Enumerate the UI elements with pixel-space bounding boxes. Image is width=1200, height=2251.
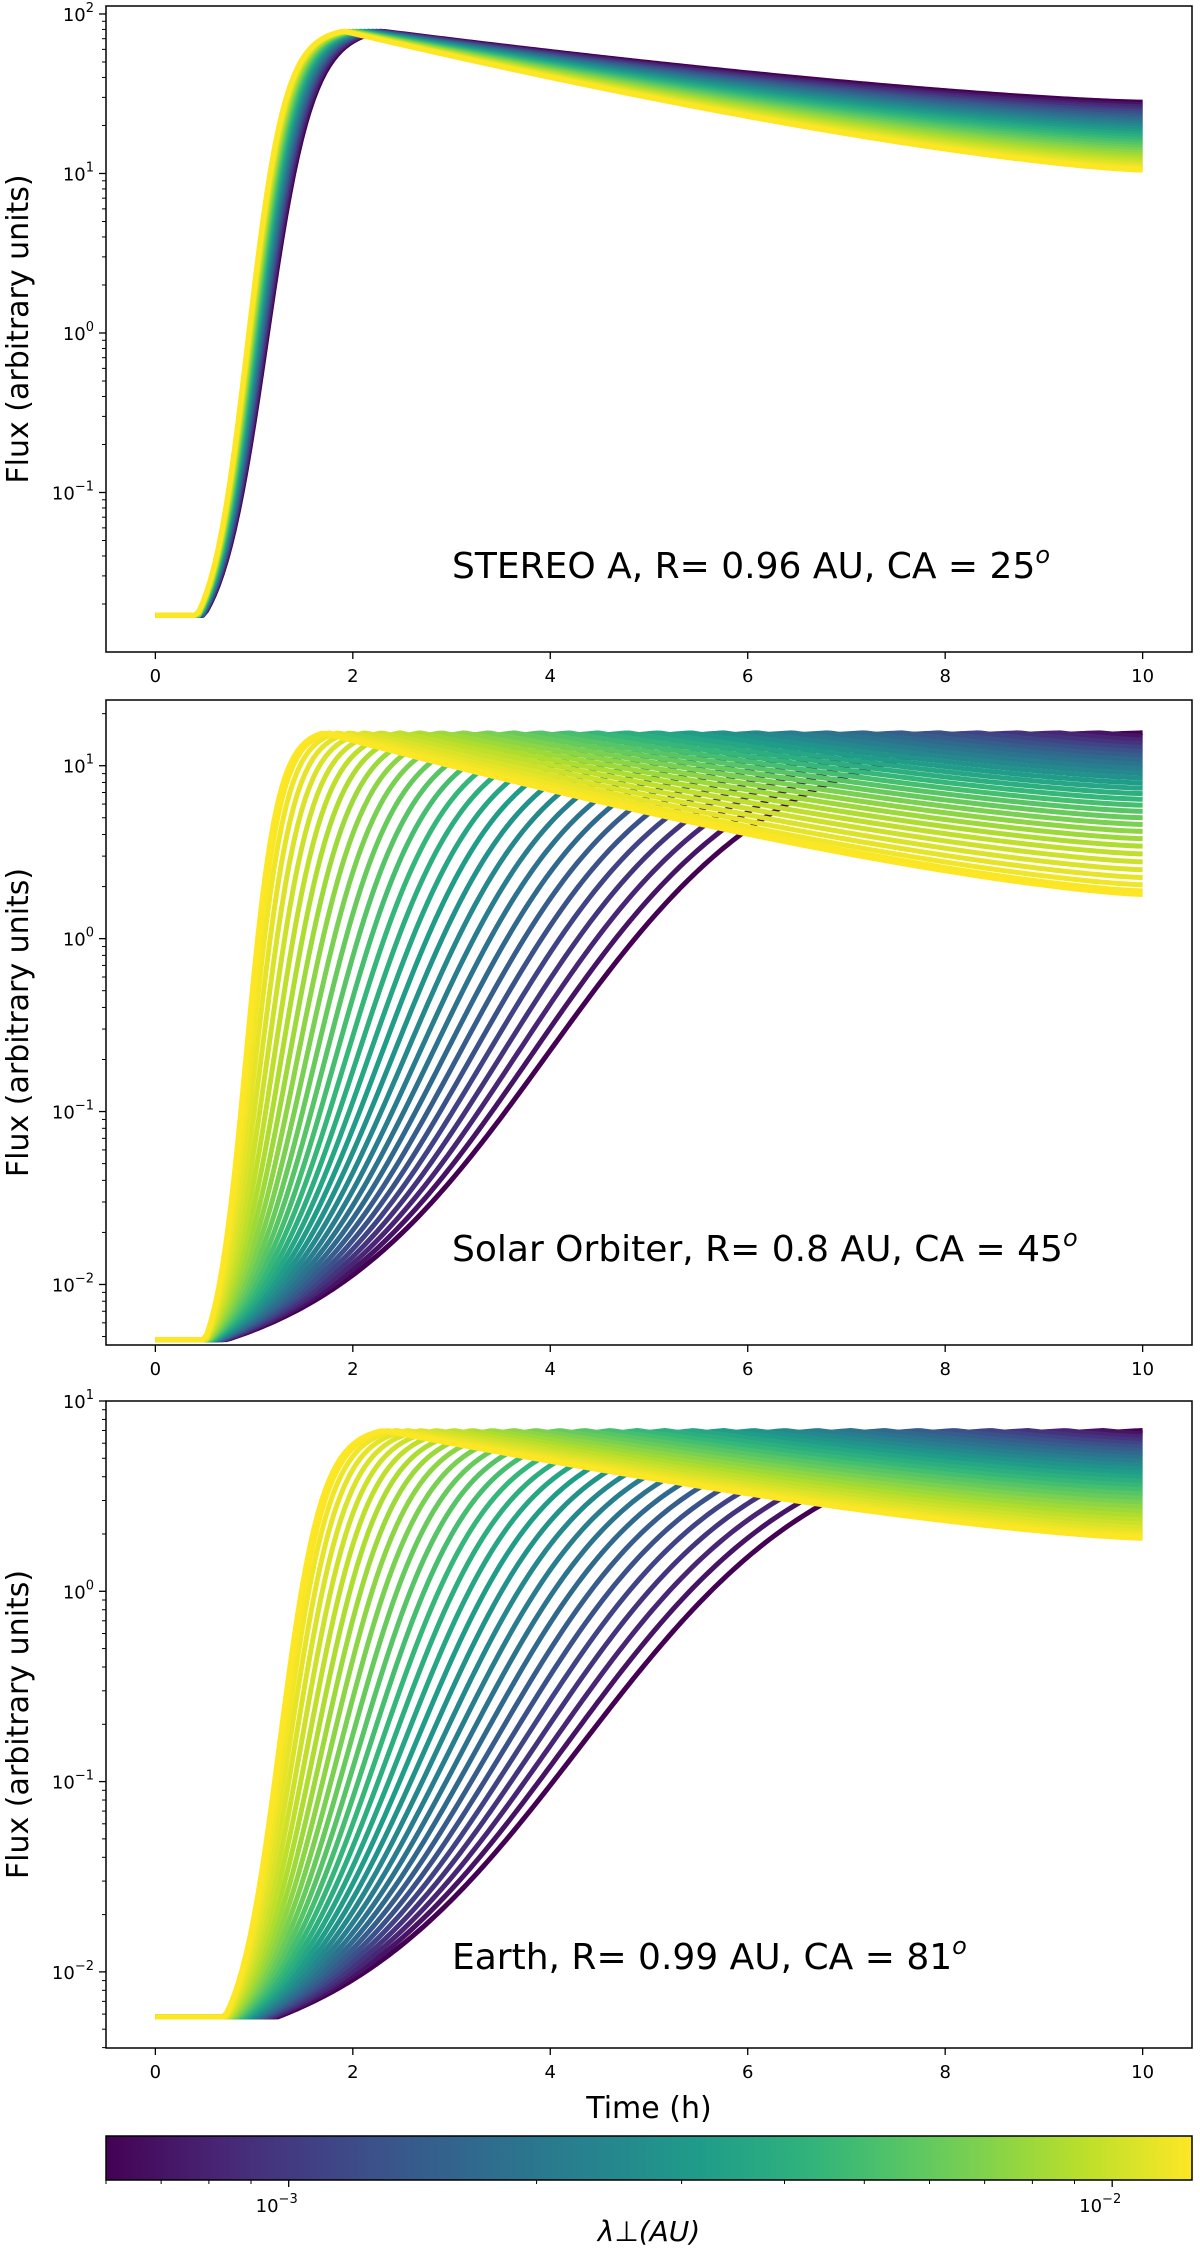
- panel-2-xtick-label: 2: [347, 1359, 358, 1380]
- panel-1-xtick-label: 4: [545, 666, 556, 687]
- panel-3-series-6: [155, 1428, 1143, 2020]
- panel-1-ytick-label: 101: [63, 160, 94, 185]
- panel-1-xtick-label: 10: [1131, 666, 1154, 687]
- panel-2-xtick-label: 0: [150, 1359, 161, 1380]
- panel-3-series-23: [155, 1428, 1143, 2020]
- panel-3-series-17: [155, 1428, 1143, 2020]
- colorbar-bar: [105, 2135, 1193, 2181]
- panel-2-series-17: [155, 730, 1143, 1343]
- panel-3-ytick-label: 101: [63, 1388, 94, 1413]
- panel-3-series-24: [155, 1428, 1143, 2020]
- panel-2-series-27: [155, 730, 1143, 1343]
- panel-2-series-30: [155, 730, 1143, 1343]
- panel-1-series-group: [155, 28, 1143, 618]
- panel-3-series-7: [155, 1428, 1143, 2020]
- panel-3-ylabel: Flux (arbitrary units): [1, 1570, 36, 1879]
- panel-1-ytick-label: 102: [63, 1, 94, 26]
- panel-2-series-5: [155, 730, 1143, 1343]
- panel-1-xtick-label: 8: [939, 666, 950, 687]
- panel-2-series-25: [155, 730, 1143, 1343]
- panel-3-series-21: [155, 1428, 1143, 2020]
- panel-3-series-26: [155, 1428, 1143, 2020]
- panel-1-frame: [105, 5, 1193, 653]
- panel-2-ytick-label: 10−1: [52, 1099, 94, 1124]
- panel-2-series-18: [155, 730, 1143, 1343]
- panel-2-series-16: [155, 730, 1143, 1343]
- panel-3-xtick-label: 4: [545, 2062, 556, 2083]
- panel-1-xtick-label: 2: [347, 666, 358, 687]
- panel-1-xtick-label: 6: [742, 666, 753, 687]
- panel-3-series-27: [155, 1428, 1143, 2020]
- x-axis-label: Time (h): [585, 2091, 711, 2126]
- panel-3-annotation: Earth, R= 0.99 AU, CA = 81o: [452, 1932, 967, 1978]
- panel-2-series-15: [155, 730, 1143, 1343]
- panel-3-series-19: [155, 1428, 1143, 2020]
- panel-2-ylabel: Flux (arbitrary units): [1, 868, 36, 1177]
- panel-3-series-9: [155, 1428, 1143, 2020]
- panel-1-series-30: [155, 29, 1143, 618]
- panel-2-annotation: Solar Orbiter, R= 0.8 AU, CA = 45o: [452, 1224, 1078, 1270]
- colorbar-tick-label: 10−2: [1079, 2192, 1121, 2217]
- panel-2-xtick-label: 4: [545, 1359, 556, 1380]
- panel-1-annotation: STEREO A, R= 0.96 AU, CA = 25o: [452, 541, 1050, 587]
- panel-2-ytick-label: 101: [63, 753, 94, 778]
- panel-3-series-25: [155, 1428, 1143, 2020]
- panel-1-xtick-label: 0: [150, 666, 161, 687]
- panel-3-xtick-label: 10: [1131, 2062, 1154, 2083]
- panel-3-xtick-label: 2: [347, 2062, 358, 2083]
- panel-3-series-group: [155, 1427, 1143, 2020]
- colorbar-tick-label: 10−3: [256, 2192, 298, 2217]
- panel-2-series-group: [155, 730, 1143, 1343]
- panel-2-series-28: [155, 730, 1143, 1343]
- panel-2-series-21: [155, 730, 1143, 1343]
- panel-1-ytick-label: 100: [63, 320, 94, 345]
- panel-1-ylabel: Flux (arbitrary units): [1, 174, 36, 483]
- panel-2-ytick-label: 10−2: [52, 1271, 94, 1296]
- panel-3-xtick-label: 8: [939, 2062, 950, 2083]
- panel-3-series-8: [155, 1428, 1143, 2020]
- panel-2-xtick-label: 6: [742, 1359, 753, 1380]
- panel-2-ytick-label: 100: [63, 926, 94, 951]
- panel-2-xtick-label: 10: [1131, 1359, 1154, 1380]
- panel-3-xtick-label: 0: [150, 2062, 161, 2083]
- panel-3-series-16: [155, 1428, 1143, 2020]
- panel-2-series-23: [155, 730, 1143, 1343]
- panel-3-ytick-label: 10−2: [52, 1959, 94, 1984]
- panel-3-ytick-label: 100: [63, 1578, 94, 1603]
- panel-3-xtick-label: 6: [742, 2062, 753, 2083]
- panel-2-series-22: [155, 730, 1143, 1343]
- panel-2-series-26: [155, 730, 1143, 1343]
- colorbar-label: λ⊥(AU): [596, 2215, 700, 2248]
- panel-2-series-20: [155, 730, 1143, 1343]
- panel-2-xtick-label: 8: [939, 1359, 950, 1380]
- panel-3-series-20: [155, 1428, 1143, 2020]
- panel-3-ytick-label: 10−1: [52, 1769, 94, 1794]
- panel-2-frame: [105, 699, 1193, 1346]
- panel-2-series-19: [155, 730, 1143, 1343]
- panel-1-ytick-label: 10−1: [52, 479, 94, 504]
- panel-3-series-30: [155, 1428, 1143, 2020]
- panel-2-series-24: [155, 730, 1143, 1343]
- panel-3-series-22: [155, 1428, 1143, 2020]
- panel-3-series-18: [155, 1428, 1143, 2020]
